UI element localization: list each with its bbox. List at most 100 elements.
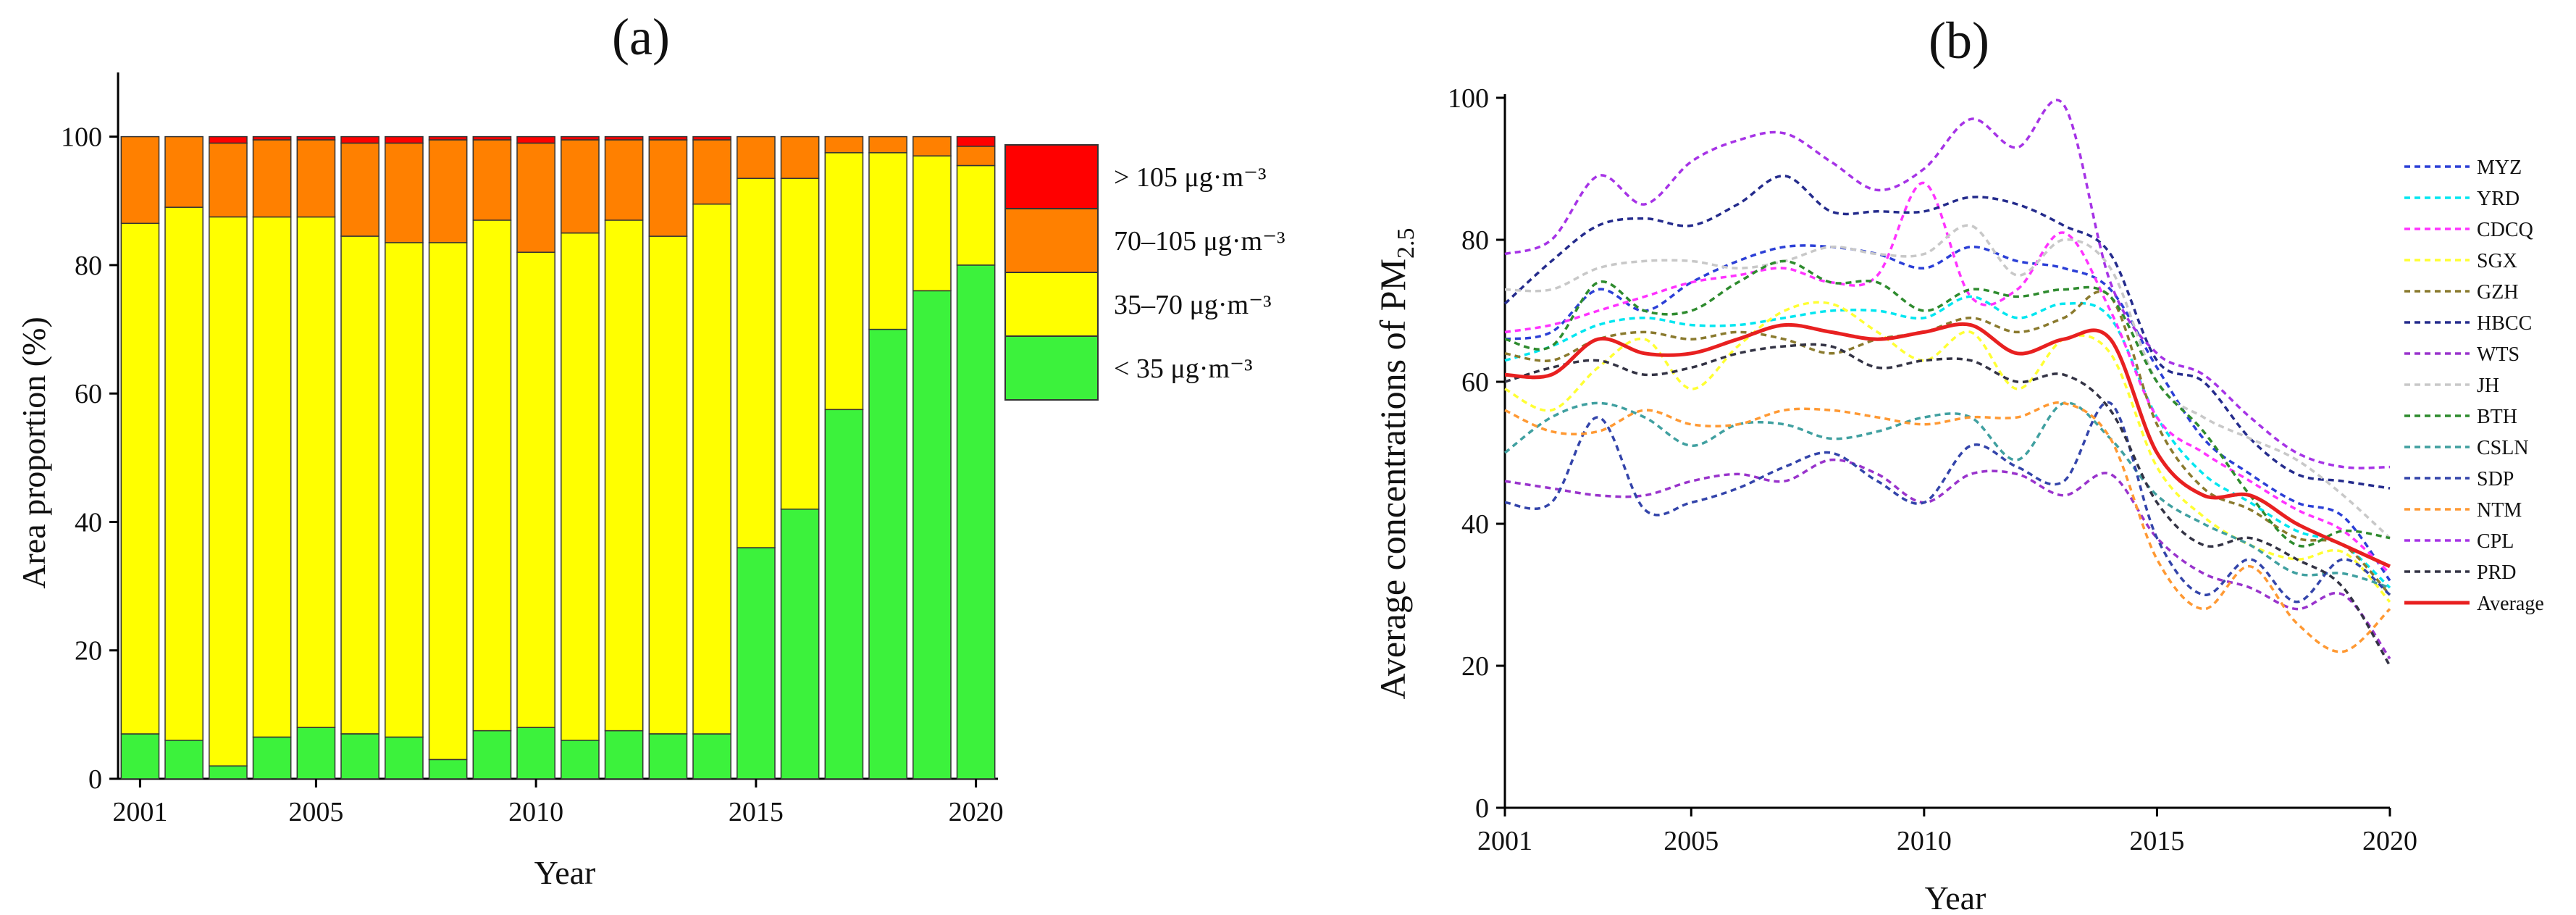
panel-b-legend: MYZ YRD CDCQ SGX GZH HBCC WTS JH BTH CSLN SDP NTM CP… bbox=[2404, 156, 2544, 615]
legend-label: < 35 μg·m⁻³ bbox=[1114, 354, 1252, 384]
y-tick-label: 20 bbox=[1461, 651, 1489, 682]
bar-segment bbox=[780, 135, 820, 179]
legend-swatch bbox=[1004, 272, 1099, 337]
bar-segment bbox=[912, 155, 952, 292]
bar-segment bbox=[472, 135, 512, 141]
x-tick-label: 2001 bbox=[1477, 826, 1532, 856]
x-tick-label: 2015 bbox=[729, 797, 784, 827]
bar-segment bbox=[472, 139, 512, 221]
bar-segment bbox=[209, 216, 248, 766]
panel-b-label: (b) bbox=[1929, 12, 1989, 70]
x-tick-label: 2010 bbox=[508, 797, 563, 827]
bar-segment bbox=[340, 135, 379, 144]
panel-a-axes bbox=[117, 72, 998, 780]
series-line-cpl bbox=[1504, 99, 2391, 469]
panel-b-ylabel: Average concentrations of PM2.5 bbox=[1372, 227, 1419, 699]
bar-segment bbox=[428, 139, 468, 243]
legend-label: NTM bbox=[2477, 499, 2522, 522]
bar-segment bbox=[824, 409, 864, 780]
bar-segment bbox=[385, 242, 424, 738]
bar-segment bbox=[340, 235, 379, 735]
bar-segment bbox=[692, 139, 731, 205]
y-tick-label: 80 bbox=[75, 251, 102, 281]
panel-a: (a) 0 20 40 60 80 100 2001 2005 2010 2015 2020 Yea… bbox=[15, 8, 1285, 891]
y-tick-label: 100 bbox=[1448, 83, 1489, 114]
bar-segment bbox=[164, 740, 204, 780]
series-line-average bbox=[1504, 322, 2391, 569]
bar-segment bbox=[604, 220, 644, 732]
panel-a-ylabel: Area proportion (%) bbox=[15, 317, 52, 589]
legend-swatch bbox=[1004, 144, 1099, 209]
panel-b-axes bbox=[1503, 94, 2390, 809]
bar-segment bbox=[296, 135, 336, 141]
panel-b-lines bbox=[1503, 99, 2391, 667]
bar-segment bbox=[824, 135, 864, 154]
bar-segment bbox=[692, 203, 731, 735]
bar-segment bbox=[340, 142, 379, 237]
panel-a-ticks: 0 20 40 60 80 100 2001 2005 2010 2015 2020 bbox=[61, 122, 1004, 827]
bar-segment bbox=[737, 177, 776, 548]
panel-b-ylabel-main: Average concentrations of PM bbox=[1372, 259, 1413, 700]
legend-label: CDCQ bbox=[2477, 219, 2533, 241]
bar-segment bbox=[385, 135, 424, 144]
bar-segment bbox=[428, 135, 468, 141]
bar-segment bbox=[296, 139, 336, 218]
y-tick-label: 40 bbox=[1461, 509, 1489, 540]
bar-segment bbox=[296, 216, 336, 728]
panel-b-xlabel: Year bbox=[1925, 880, 1986, 915]
x-tick-label: 2001 bbox=[112, 797, 167, 827]
series-line-csln bbox=[1503, 401, 2391, 589]
bar-segment bbox=[648, 235, 688, 735]
legend-label: > 105 μg·m⁻³ bbox=[1114, 162, 1266, 193]
bar-segment bbox=[516, 135, 555, 144]
legend-label: BTH bbox=[2477, 406, 2517, 428]
legend-label: MYZ bbox=[2477, 156, 2522, 179]
bar-segment bbox=[648, 733, 688, 780]
bar-segment bbox=[209, 142, 248, 218]
bar-segment bbox=[912, 290, 952, 780]
y-tick-label: 0 bbox=[1475, 793, 1489, 824]
y-tick-label: 80 bbox=[1461, 225, 1489, 256]
y-tick-label: 60 bbox=[75, 379, 102, 409]
series-line-sgx bbox=[1504, 301, 2391, 603]
series-line-yrd bbox=[1504, 295, 2391, 589]
legend-label: CSLN bbox=[2477, 437, 2529, 459]
bar-segment bbox=[428, 759, 468, 780]
bar-segment bbox=[472, 220, 512, 732]
panel-b-ylabel-sub: 2.5 bbox=[1393, 227, 1419, 259]
bar-segment bbox=[252, 135, 292, 141]
legend-label: SGX bbox=[2477, 250, 2517, 272]
x-tick-label: 2015 bbox=[2129, 826, 2184, 856]
series-line-hbcc bbox=[1503, 175, 2391, 490]
series-line-sdp bbox=[1504, 401, 2391, 603]
panel-a-xlabel: Year bbox=[534, 854, 596, 891]
bar-segment bbox=[209, 765, 248, 780]
x-tick-label: 2005 bbox=[288, 797, 343, 827]
bar-segment bbox=[209, 135, 248, 144]
legend-label: JH bbox=[2477, 375, 2499, 397]
bar-segment bbox=[516, 142, 555, 253]
bar-segment bbox=[164, 206, 204, 741]
y-tick-label: 40 bbox=[75, 507, 102, 538]
y-tick-label: 60 bbox=[1461, 367, 1489, 398]
bar-segment bbox=[120, 135, 160, 225]
bar-segment bbox=[737, 135, 776, 179]
bar-segment bbox=[648, 139, 688, 237]
panel-b-ticks: 0 20 40 60 80 100 2001 2005 2010 2015 2020 bbox=[1448, 83, 2417, 856]
bar-segment bbox=[868, 152, 907, 330]
bar-segment bbox=[824, 152, 864, 411]
bar-segment bbox=[561, 135, 600, 141]
bar-segment bbox=[385, 736, 424, 780]
bar-segment bbox=[604, 730, 644, 780]
legend-swatch bbox=[1004, 208, 1099, 273]
bar-segment bbox=[868, 135, 907, 154]
bar-segment bbox=[737, 547, 776, 780]
bar-segment bbox=[780, 508, 820, 780]
bar-segment bbox=[561, 232, 600, 741]
legend-label: 35–70 μg·m⁻³ bbox=[1114, 290, 1272, 320]
series-line-wts bbox=[1504, 458, 2391, 660]
bar-segment bbox=[868, 328, 907, 780]
series-line-prd bbox=[1504, 343, 2391, 667]
legend-label: CPL bbox=[2477, 530, 2514, 553]
